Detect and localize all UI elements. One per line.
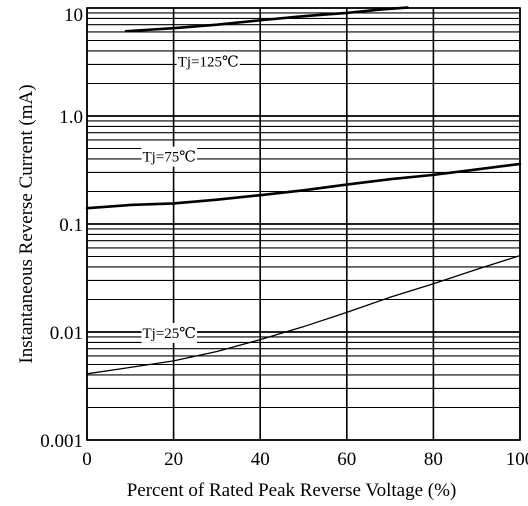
curve-label: Tj=25℃ [142, 326, 196, 342]
plot-frame [86, 7, 521, 441]
y-tick-label: 0.1 [59, 215, 83, 236]
curve-label-background [141, 322, 198, 343]
curve-label-background [141, 146, 198, 167]
curve-label: Tj=75℃ [142, 150, 196, 166]
x-axis-label: Percent of Rated Peak Reverse Voltage (%… [127, 480, 457, 501]
curve-tj-125- [124, 6, 409, 33]
curves [85, 6, 522, 375]
y-tick-labels: 0.001 0.01 0.1 1.0 10 [40, 5, 83, 452]
y-tick-label: 10 [64, 5, 83, 26]
y-tick-label: 0.01 [50, 323, 83, 344]
x-tick-label: 80 [424, 449, 443, 470]
curve-label: Tj=125℃ [178, 54, 239, 70]
curve-labels: Tj=125℃ Tj=75℃ Tj=25℃ [141, 51, 240, 343]
x-tick-label: 100 [506, 449, 528, 470]
curve-label-background [176, 51, 240, 72]
x-tick-label: 40 [251, 449, 270, 470]
y-tick-label: 1.0 [59, 107, 83, 128]
y-axis-label: Instantaneous Reverse Current (mA) [16, 84, 37, 363]
grid-lines [86, 7, 521, 441]
x-tick-label: 20 [164, 449, 183, 470]
x-tick-labels: 0 20 40 60 80 100 [82, 449, 528, 470]
x-tick-label: 60 [337, 449, 356, 470]
curve-tj-25- [86, 254, 521, 375]
curve-tj-75- [85, 162, 522, 210]
x-tick-label: 0 [82, 449, 92, 470]
y-tick-label: 0.001 [40, 431, 83, 452]
